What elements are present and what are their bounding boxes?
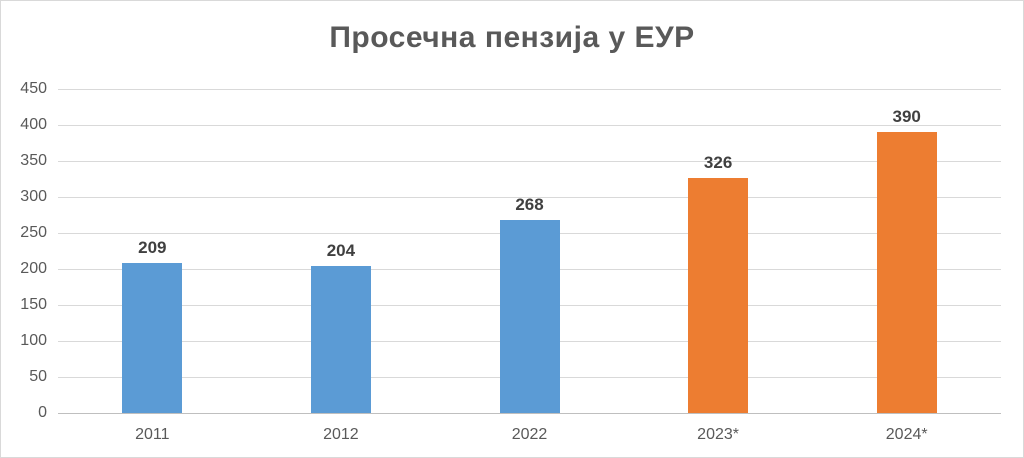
gridline xyxy=(58,196,1001,198)
x-axis-category-label: 2023* xyxy=(697,426,739,443)
y-axis-tick-label: 150 xyxy=(20,296,47,313)
bar-2024* xyxy=(876,132,937,413)
bar-2023* xyxy=(688,178,749,413)
y-axis-tick-label: 0 xyxy=(38,404,47,421)
x-axis-category-label: 2012 xyxy=(323,426,359,443)
y-axis-tick-label: 100 xyxy=(20,332,47,349)
gridline xyxy=(58,88,1001,90)
bar-value-label: 204 xyxy=(326,241,356,261)
plot-area: 209 204 268 326 390 xyxy=(58,88,1001,414)
y-axis-tick-label: 250 xyxy=(20,224,47,241)
chart-title: Просечна пензија у ЕУР xyxy=(329,21,695,54)
y-axis-tick-label: 400 xyxy=(20,116,47,133)
gridline xyxy=(58,160,1001,162)
bar-value-label: 390 xyxy=(892,107,921,127)
y-axis-tick-label: 300 xyxy=(20,188,47,205)
bar-2022 xyxy=(499,220,560,413)
gridline xyxy=(58,124,1001,126)
bar-value-label: 268 xyxy=(515,195,544,215)
x-axis-category-label: 2011 xyxy=(135,426,170,443)
bar-value-label: 326 xyxy=(703,153,733,173)
x-axis-category-label: 2022 xyxy=(511,426,548,443)
y-axis-tick-label: 450 xyxy=(20,80,47,97)
bar-2011 xyxy=(122,262,183,413)
x-axis-line xyxy=(58,412,1001,414)
y-axis-tick-label: 200 xyxy=(20,260,47,277)
bar-2012 xyxy=(310,266,371,413)
x-axis-category-label: 2024* xyxy=(885,426,928,443)
y-axis-tick-label: 350 xyxy=(20,152,47,169)
y-axis-tick-label: 50 xyxy=(29,368,47,385)
bar-value-label: 209 xyxy=(138,237,167,257)
